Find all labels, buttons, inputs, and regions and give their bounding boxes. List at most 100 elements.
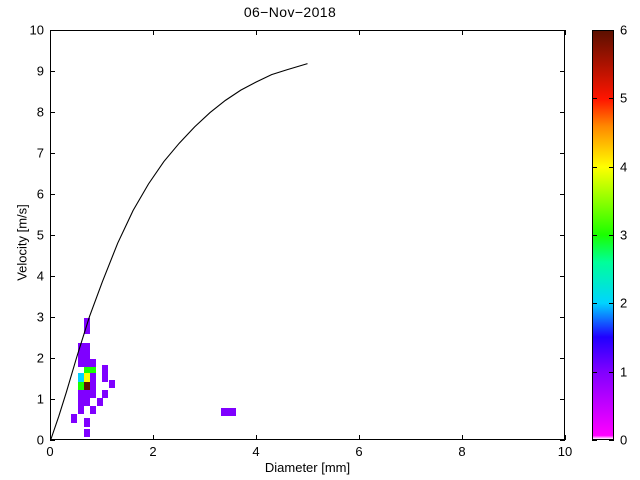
data-cell	[83, 367, 91, 376]
y-axis-tick	[50, 153, 55, 154]
data-cell	[220, 408, 237, 417]
colorbar-tick	[609, 235, 614, 236]
colorbar-tick	[609, 440, 614, 441]
data-cell	[90, 367, 97, 376]
colorbar-tick-label: 2	[620, 295, 628, 311]
colorbar-tick	[592, 371, 597, 373]
x-axis-tick-label: 6	[355, 444, 363, 459]
colorbar-tick-label: 1	[620, 364, 628, 380]
y-axis-tick	[50, 112, 55, 113]
x-axis-tick-label: 0	[46, 444, 54, 459]
colorbar-tick	[609, 30, 614, 31]
x-axis-tick-label: 2	[149, 444, 157, 459]
y-axis-tick	[560, 440, 565, 441]
data-cell	[90, 373, 97, 382]
colorbar-tick-label: 0	[620, 432, 628, 448]
x-axis-tick	[462, 435, 463, 440]
data-cell	[77, 397, 85, 407]
colorbar-tick	[609, 303, 614, 305]
data-cell	[90, 406, 97, 415]
data-cell	[83, 350, 91, 359]
y-axis-tick	[50, 235, 55, 236]
y-axis-tick	[50, 71, 55, 72]
colorbar-tick-label: 3	[620, 227, 628, 243]
data-cell	[101, 373, 109, 382]
colorbar-tick	[609, 166, 614, 168]
y-axis-tick	[560, 153, 565, 154]
x-axis-tick	[462, 30, 463, 35]
colorbar-tick	[592, 303, 597, 305]
y-axis-tick	[560, 317, 565, 318]
data-cell	[77, 373, 85, 382]
y-axis-tick-label: 1	[36, 391, 44, 407]
colorbar-tick	[592, 166, 597, 168]
x-axis-tick-label: 4	[252, 444, 260, 459]
x-axis-tick-label: 10	[557, 444, 573, 459]
y-axis-tick	[560, 194, 565, 195]
x-axis-tick-label: 8	[458, 444, 466, 459]
data-cell	[83, 342, 91, 351]
y-axis-tick-label: 0	[36, 432, 44, 448]
y-axis-tick	[560, 71, 565, 72]
data-cell	[83, 359, 91, 368]
x-axis-tick	[565, 435, 566, 440]
y-axis-tick-label: 10	[29, 22, 44, 38]
y-axis-tick	[560, 399, 565, 400]
data-cell	[83, 428, 91, 437]
data-cell	[83, 418, 91, 427]
y-axis-tick	[50, 317, 55, 318]
data-cell	[77, 406, 85, 415]
data-cell	[101, 365, 109, 374]
y-axis-tick	[560, 358, 565, 359]
data-cell	[70, 414, 78, 423]
data-cell	[83, 397, 91, 407]
colorbar-tick	[609, 98, 614, 100]
y-axis-title: Velocity [m/s]	[14, 204, 30, 281]
y-axis-tick-label: 7	[36, 145, 44, 161]
y-axis-tick-label: 6	[36, 186, 44, 202]
data-cell	[83, 381, 91, 390]
y-axis-tick	[560, 235, 565, 236]
x-axis-tick	[359, 30, 360, 35]
y-axis-tick	[50, 399, 55, 400]
colorbar-gradient	[593, 31, 613, 439]
y-axis-tick-label: 5	[36, 227, 44, 243]
data-cell	[83, 318, 91, 327]
data-cell	[77, 359, 85, 368]
x-axis-tick	[565, 30, 566, 35]
data-cell-layer	[51, 31, 564, 439]
data-cell	[90, 381, 97, 390]
y-axis-tick-label: 9	[36, 63, 44, 79]
data-cell	[90, 359, 97, 368]
x-axis-tick	[359, 435, 360, 440]
y-axis-tick	[50, 30, 55, 31]
y-axis-tick	[50, 358, 55, 359]
colorbar-tick-label: 4	[620, 159, 628, 175]
data-cell	[96, 397, 104, 407]
x-axis-tick	[153, 435, 154, 440]
colorbar-tick	[592, 235, 597, 236]
y-axis-tick	[50, 440, 55, 441]
x-axis-tick	[153, 30, 154, 35]
data-cell	[83, 373, 91, 382]
x-axis-tick	[50, 30, 51, 35]
x-axis-title: Diameter [mm]	[264, 460, 351, 475]
data-cell	[77, 350, 85, 359]
y-axis-tick-label: 2	[36, 350, 44, 366]
plot-area	[50, 30, 565, 440]
data-cell	[83, 326, 91, 335]
data-cell	[77, 381, 85, 390]
x-axis-tick	[256, 30, 257, 35]
colorbar-tick	[609, 371, 614, 373]
data-cell	[108, 379, 115, 388]
y-axis-tick	[560, 112, 565, 113]
colorbar-tick-label: 5	[620, 90, 628, 106]
chart-title: 06−Nov−2018	[243, 4, 337, 20]
data-cell	[90, 389, 97, 398]
x-axis-tick	[256, 435, 257, 440]
data-cell	[77, 342, 85, 351]
y-axis-tick	[560, 276, 565, 277]
colorbar-tick	[592, 98, 597, 100]
y-axis-tick	[50, 276, 55, 277]
